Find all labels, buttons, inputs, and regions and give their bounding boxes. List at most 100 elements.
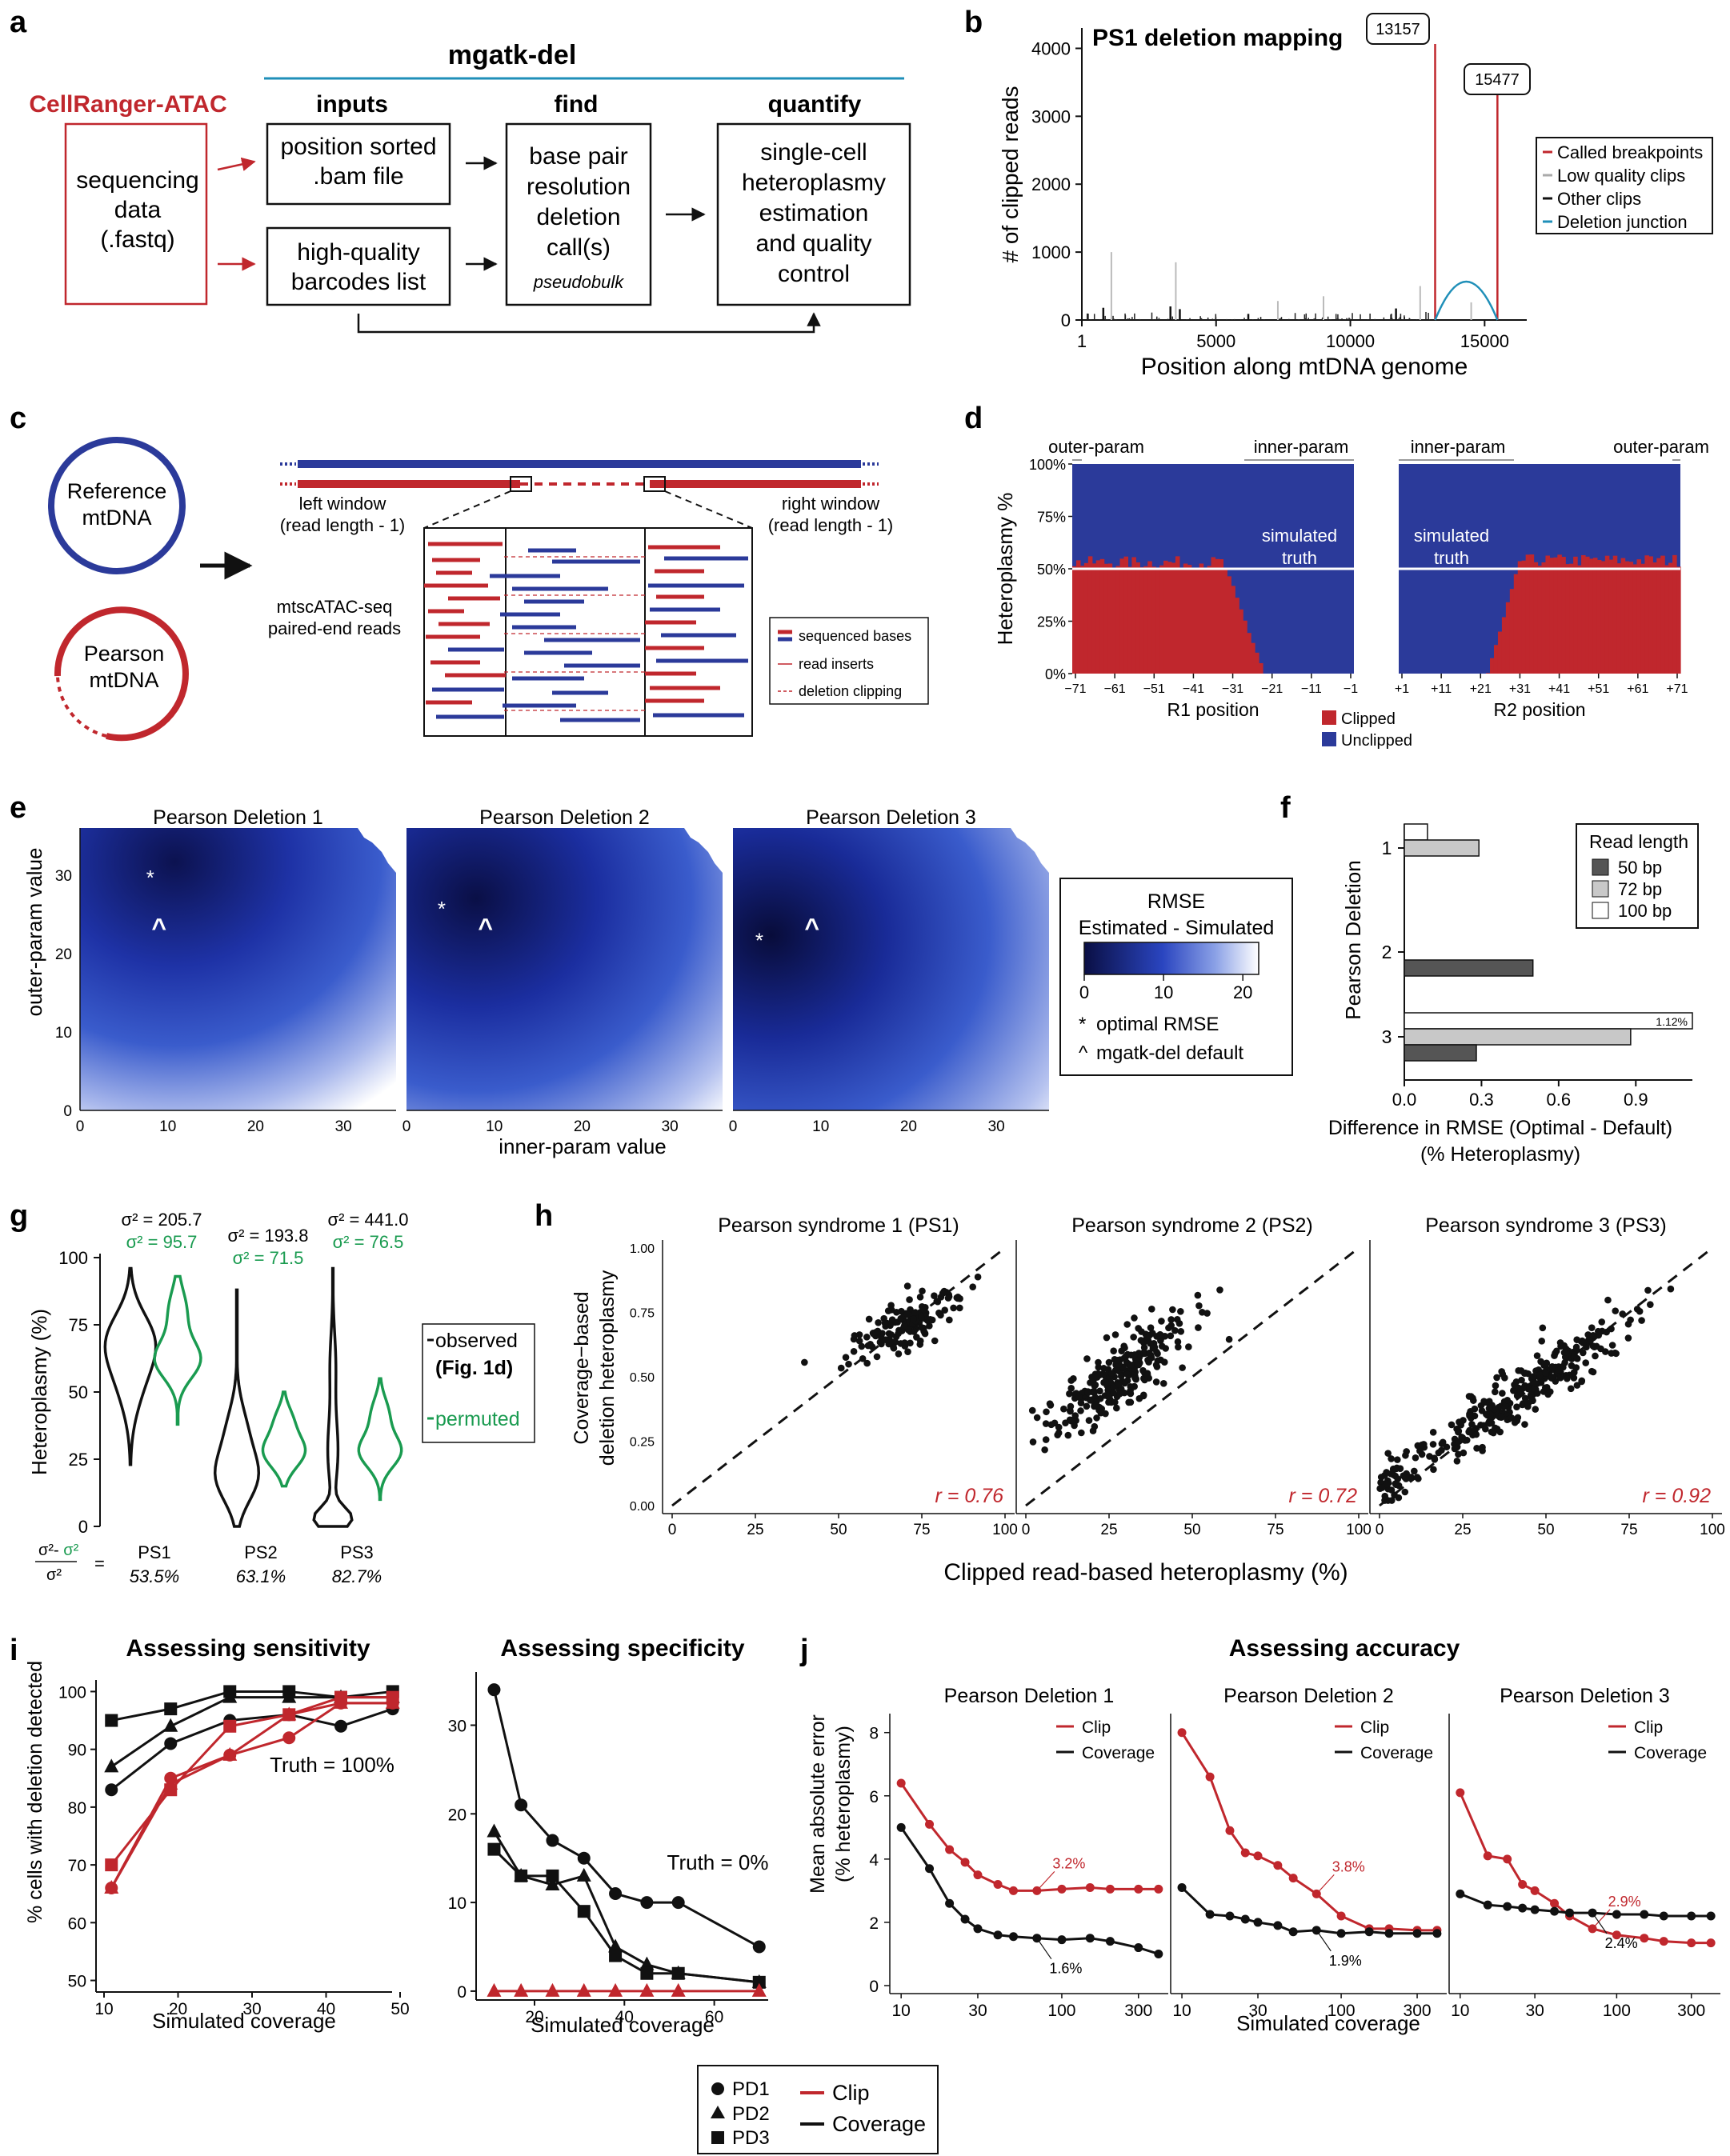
h-point-ps2	[1158, 1342, 1166, 1350]
h-point-ps2	[1130, 1334, 1137, 1341]
b-bp2-label: 15477	[1475, 71, 1520, 89]
f-category-1: 1	[1382, 838, 1392, 858]
h-point-ps1	[944, 1294, 952, 1302]
i-spec-point-PD1-Coverage	[752, 1940, 766, 1954]
h-point-ps3	[1594, 1327, 1602, 1335]
h-ylabel-1: Coverage−based	[571, 1291, 593, 1444]
d-clipped-bar	[1103, 563, 1109, 674]
h-xlabel: Clipped read-based heteroplasmy (%)	[943, 1559, 1348, 1586]
h-point-ps3	[1567, 1385, 1575, 1393]
j-clip-point	[1105, 1884, 1115, 1894]
j-xtick-label: 100	[1328, 2002, 1356, 2020]
d-clipped-bar	[1255, 652, 1259, 674]
g-ytick-label-3: 75	[69, 1315, 88, 1335]
j-coverage-line-3	[1460, 1892, 1712, 1918]
h-point-ps1	[918, 1324, 925, 1331]
g-formula-den: σ²	[46, 1566, 62, 1584]
e-optimal-marker-1: *	[146, 866, 154, 890]
arrow-bc-to-quant	[357, 312, 821, 334]
g-ytick-label-0: 0	[78, 1517, 88, 1537]
e-optimal-marker-2: *	[438, 897, 446, 921]
h-point-ps3	[1418, 1441, 1426, 1449]
j-coverage-point	[973, 1924, 983, 1934]
c-legend-clipping: deletion clipping	[799, 683, 902, 699]
h-point-ps3	[1479, 1447, 1486, 1454]
g-ratio-formula: σ²- σ² σ² =	[35, 1542, 105, 1584]
c-legend	[769, 617, 929, 705]
h-point-ps1	[910, 1315, 917, 1322]
d-clipped-bar	[1107, 563, 1113, 674]
j-clip-point	[1085, 1882, 1095, 1892]
h-point-ps3	[1548, 1362, 1556, 1370]
i-spec-point-PD3-Coverage	[546, 1869, 559, 1882]
b-xtick-label-1: 5000	[1196, 331, 1235, 351]
h-point-ps3	[1482, 1425, 1489, 1433]
h-point-ps2	[1177, 1328, 1185, 1335]
f-bar-50bp-3	[1404, 1044, 1477, 1062]
h-point-ps3	[1465, 1428, 1472, 1436]
h-point-ps2	[1042, 1436, 1050, 1443]
g-category-PS2: PS2	[244, 1542, 278, 1562]
panel-letter-f: f	[1280, 791, 1291, 825]
h-point-ps3	[1383, 1480, 1391, 1488]
h-point-ps1	[863, 1359, 871, 1367]
h-point-ps1	[916, 1337, 924, 1345]
h-point-ps3	[1619, 1310, 1626, 1318]
h-point-ps3	[1381, 1492, 1389, 1500]
h-point-ps2	[1139, 1392, 1147, 1400]
seq-box-line-1: sequencing	[76, 167, 198, 194]
j-coverage-point	[1253, 1918, 1263, 1927]
h-point-ps1	[905, 1326, 912, 1334]
h-ytick-label-3: 0.75	[630, 1307, 655, 1321]
j-coverage-point	[1009, 1932, 1019, 1942]
panel-letter-d: d	[964, 402, 983, 435]
d-clipped-bar	[1247, 633, 1251, 674]
e-ytick-label: 30	[55, 868, 72, 885]
h-r-value-2: r = 0.72	[1289, 1485, 1358, 1507]
panel-letter-g: g	[10, 1199, 28, 1233]
d-clipped-bar	[1179, 567, 1184, 674]
bc-box-line-2: barcodes list	[291, 269, 426, 295]
j-coverage-point	[1640, 1910, 1649, 1919]
col-head-quantify: quantify	[768, 91, 862, 118]
j-legend-clip-2: Clip	[1360, 1718, 1389, 1737]
j-ytick-label-2: 4	[869, 1851, 879, 1870]
e-xtick-label: 20	[900, 1118, 917, 1135]
d-clipped-bar	[1513, 574, 1519, 674]
g-category-PS3: PS3	[340, 1542, 374, 1562]
h-point-ps2	[1177, 1308, 1184, 1315]
col-head-inputs: inputs	[316, 91, 388, 118]
h-r-value-3: r = 0.92	[1643, 1485, 1712, 1507]
h-xtick-label: 100	[1346, 1522, 1372, 1538]
j-coverage-point	[1550, 1906, 1560, 1916]
h-point-ps3	[1497, 1414, 1505, 1422]
i-sens-xtick-label-0: 10	[94, 2000, 113, 2018]
h-point-ps1	[939, 1290, 947, 1297]
j-panel-title-3: Pearson Deletion 3	[1500, 1685, 1670, 1707]
i-sens-line-PD3-Coverage	[110, 1690, 393, 1722]
b-ytick-label-3: 3000	[1031, 106, 1071, 126]
i-spec-ytick-label-0: 0	[457, 1983, 467, 2002]
j-coverage-point	[960, 1914, 970, 1924]
g-category-PS1: PS1	[138, 1542, 171, 1562]
h-point-ps2	[1085, 1417, 1093, 1424]
j-legend-cov-3: Coverage	[1634, 1744, 1707, 1762]
h-point-ps3	[1413, 1474, 1421, 1481]
h-xtick-label: 50	[1183, 1522, 1200, 1538]
h-point-ps3	[1592, 1352, 1599, 1360]
d-r2-xtick-label-7: +71	[1666, 682, 1688, 696]
i-spec-point-PD1-Coverage	[515, 1798, 528, 1812]
seq-box-line-2: data	[114, 197, 162, 223]
g-observed-var-PS2: σ² = 193.8	[227, 1226, 308, 1246]
h-point-ps2	[1148, 1330, 1156, 1337]
d-legend-swatch-unclipped	[1322, 732, 1336, 746]
d-clipped-bar	[1183, 563, 1188, 674]
d-clipped-bar	[1091, 563, 1097, 674]
h-point-ps2	[1092, 1402, 1100, 1409]
h-point-ps3	[1448, 1421, 1456, 1429]
f-legend-50: 50 bp	[1618, 858, 1662, 878]
bam-box-line-1: position sorted	[280, 134, 436, 160]
d-clipped-bar	[1581, 554, 1586, 674]
h-point-ps2	[1123, 1321, 1131, 1328]
h-point-ps2	[1095, 1363, 1103, 1371]
